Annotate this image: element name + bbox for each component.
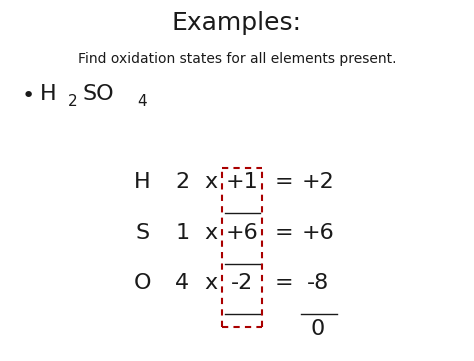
Text: •: • — [21, 86, 35, 106]
Text: H: H — [134, 172, 151, 192]
Text: Examples:: Examples: — [172, 11, 302, 35]
Text: S: S — [135, 223, 149, 243]
Text: +2: +2 — [301, 172, 334, 192]
Text: Find oxidation states for all elements present.: Find oxidation states for all elements p… — [78, 52, 396, 66]
Text: =: = — [275, 273, 294, 293]
Text: =: = — [275, 223, 294, 243]
Text: =: = — [275, 172, 294, 192]
Text: x: x — [204, 273, 218, 293]
Text: 2: 2 — [175, 172, 190, 192]
Text: 4: 4 — [175, 273, 190, 293]
Text: 2: 2 — [68, 94, 77, 109]
Text: 0: 0 — [310, 318, 325, 339]
Text: +6: +6 — [225, 223, 258, 243]
Text: H: H — [40, 84, 57, 104]
Text: -8: -8 — [307, 273, 328, 293]
Text: +6: +6 — [301, 223, 334, 243]
Text: SO: SO — [83, 84, 115, 104]
Text: O: O — [134, 273, 151, 293]
Text: -2: -2 — [231, 273, 253, 293]
Text: 1: 1 — [175, 223, 190, 243]
Text: +1: +1 — [225, 172, 258, 192]
Text: x: x — [204, 172, 218, 192]
Text: 4: 4 — [137, 94, 147, 109]
Text: x: x — [204, 223, 218, 243]
